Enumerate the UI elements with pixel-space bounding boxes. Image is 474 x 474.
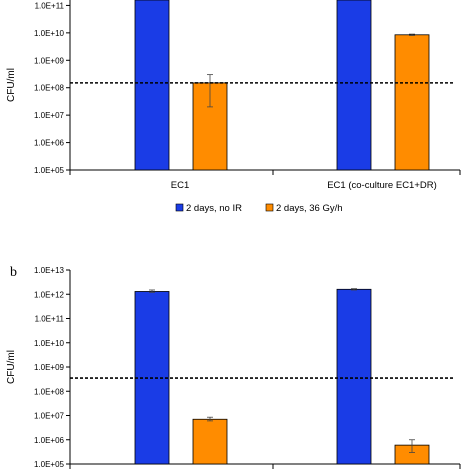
legend-label: 2 days, no IR [186, 203, 242, 214]
bar-irradiated [192, 418, 228, 465]
chart-a: 1.0E+05 1.0E+06 1.0E+07 1.0E+08 1.0E+09 1.0E+… [6, 0, 461, 191]
y-tick-label: 1.0E+09 [34, 56, 65, 65]
y-tick-label: 1.0E+12 [34, 290, 65, 299]
bar-irradiated [394, 34, 430, 171]
panel-label: b [10, 265, 17, 280]
y-tick-label: 1.0E+08 [34, 387, 65, 396]
y-tick-label: 1.0E+05 [34, 460, 65, 469]
legend-swatch [175, 203, 184, 212]
y-tick-label: 1.0E+06 [34, 436, 65, 445]
y-tick-label: 1.0E+10 [34, 339, 65, 348]
y-tick-label: 1.0E+07 [34, 111, 65, 120]
y-tick-label: 1.0E+11 [35, 1, 65, 10]
chart-b: 1.0E+05 1.0E+06 1.0E+07 1.0E+08 1.0E+09 1.0E+… [6, 265, 461, 469]
y-axis-label: CFU/ml [6, 68, 17, 102]
y-tick-label: 1.0E+08 [34, 84, 65, 93]
bar-no-ir [336, 0, 372, 171]
y-tick-label: 1.0E+05 [34, 166, 65, 175]
legend-label: 2 days, 36 Gy/h [276, 203, 343, 214]
bar-no-ir [134, 0, 170, 171]
y-axis-label: CFU/ml [6, 350, 17, 384]
legend: 2 days, no IR 2 days, 36 Gy/h [175, 203, 343, 214]
y-tick-label: 1.0E+11 [35, 315, 65, 324]
y-tick-label: 1.0E+13 [34, 266, 65, 275]
y-tick-label: 1.0E+09 [34, 363, 65, 372]
category-label: EC1 [171, 180, 189, 191]
legend-swatch [265, 203, 274, 212]
bar-no-ir [336, 288, 372, 465]
y-tick-label: 1.0E+07 [34, 412, 65, 421]
y-tick-label: 1.0E+10 [34, 29, 65, 38]
y-tick-label: 1.0E+06 [34, 139, 65, 148]
category-label: EC1 (co-culture EC1+DR) [327, 180, 437, 191]
